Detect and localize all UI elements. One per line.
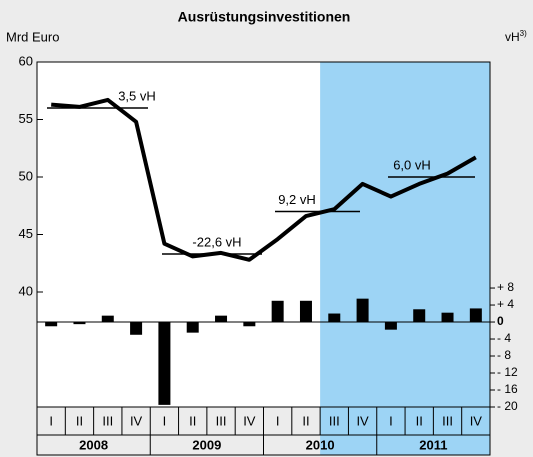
average-label: 6,0 vH — [393, 157, 431, 172]
bar — [215, 315, 228, 323]
x-tick-label: I — [389, 413, 393, 428]
x-tick-label: II — [302, 413, 309, 428]
x-tick-label: III — [102, 413, 113, 428]
x-tick-label: I — [163, 413, 167, 428]
y2-axis-label: vH3) — [505, 29, 527, 44]
bar — [101, 315, 114, 323]
x-tick-label: II — [416, 413, 423, 428]
x-tick-label: IV — [356, 413, 369, 428]
y2-tick-label: - 20 — [497, 399, 518, 413]
bar — [356, 298, 369, 323]
y2-tick-label: - 16 — [497, 382, 518, 396]
y2-tick-label: 0 — [497, 314, 504, 328]
y2-tick-label: - 12 — [497, 365, 518, 379]
x-tick-label: III — [216, 413, 227, 428]
line — [51, 97, 477, 262]
year-label: 2010 — [306, 437, 335, 452]
year-label: 2011 — [419, 437, 447, 452]
y-axis-label: Mrd Euro — [6, 29, 59, 44]
year-label: 2009 — [192, 437, 221, 452]
bar — [130, 322, 143, 335]
average-label: 3,5 vH — [118, 88, 156, 103]
y2-tick-label: - 4 — [497, 331, 511, 345]
y2-tick-label: - 8 — [497, 348, 511, 362]
bar — [158, 322, 171, 405]
average-label: -22,6 vH — [192, 234, 241, 249]
x-tick-label: III — [329, 413, 340, 428]
shaded-region — [320, 62, 490, 455]
chart-title: Ausrüstungsinvestitionen — [178, 9, 351, 25]
bar — [45, 322, 58, 327]
y-tick-label: 60 — [19, 53, 33, 68]
year-label: 2008 — [79, 437, 108, 452]
y-tick-label: 45 — [19, 226, 33, 241]
y2-tick-label: + 8 — [497, 280, 514, 294]
x-tick-label: II — [189, 413, 196, 428]
bar — [413, 309, 426, 323]
bar — [186, 322, 199, 333]
x-tick-label: IV — [130, 413, 143, 428]
bar — [73, 322, 86, 325]
bar — [243, 322, 256, 327]
y-tick-label: 40 — [19, 283, 33, 298]
bar — [271, 300, 284, 323]
average-label: 9,2 vH — [278, 192, 316, 207]
bar — [384, 322, 397, 330]
x-tick-label: IV — [243, 413, 256, 428]
y-tick-label: 50 — [19, 168, 33, 183]
x-tick-label: II — [76, 413, 83, 428]
x-tick-label: I — [276, 413, 280, 428]
y2-tick-label: + 4 — [497, 297, 514, 311]
bar — [441, 312, 454, 323]
x-tick-label: IV — [470, 413, 483, 428]
bar — [328, 313, 341, 323]
x-tick-label: III — [442, 413, 453, 428]
y-tick-label: 55 — [19, 111, 33, 126]
x-tick-label: I — [49, 413, 53, 428]
bar — [299, 300, 312, 323]
bar — [469, 308, 482, 323]
